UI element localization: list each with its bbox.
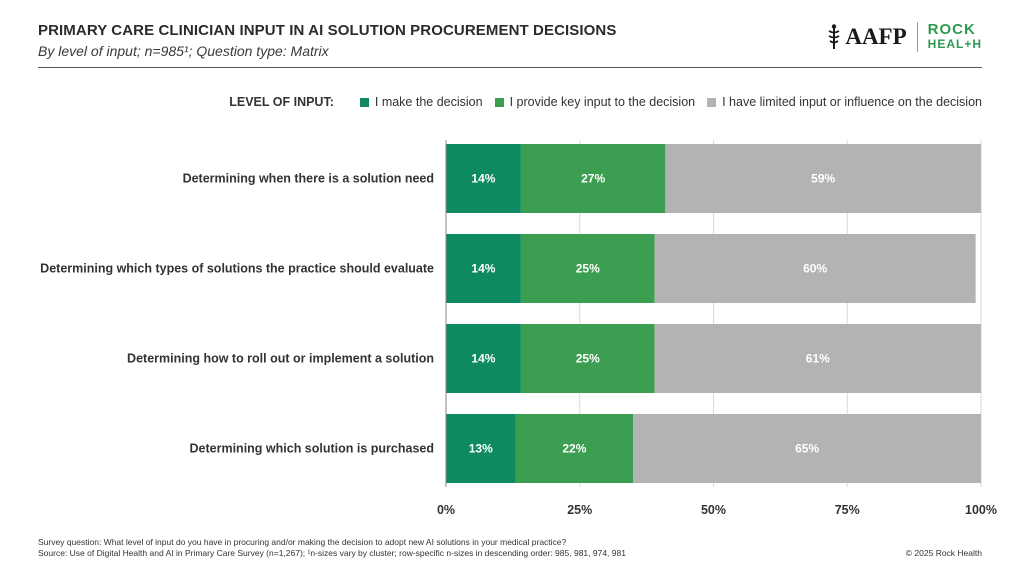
caduceus-icon bbox=[828, 24, 840, 49]
page-subtitle: By level of input; n=985¹; Question type… bbox=[38, 43, 329, 59]
rock-health-logo-line2: HEAL+H bbox=[927, 37, 982, 51]
label-layer: Determining when there is a solution nee… bbox=[40, 172, 835, 456]
x-tick-label-0: 0% bbox=[437, 503, 455, 517]
bar-make-decision-row-1 bbox=[446, 144, 521, 213]
x-tick-label-100: 100% bbox=[965, 503, 997, 517]
category-label-3: Determining how to roll out or implement… bbox=[127, 352, 434, 366]
bar-make-decision-row-3 bbox=[446, 324, 521, 393]
legend-label-limited-input: I have limited input or influence on the… bbox=[722, 95, 982, 109]
legend-item-key-input: I provide key input to the decision bbox=[494, 95, 696, 109]
legend-title: LEVEL OF INPUT: bbox=[229, 95, 334, 109]
logo-group: AAFP ROCK HEAL+H bbox=[827, 20, 982, 54]
data-label-limited-input-row-2: 60% bbox=[803, 262, 827, 276]
bar-limited-input-row-1 bbox=[665, 144, 981, 213]
data-label-key-input-row-4: 22% bbox=[562, 442, 586, 456]
footnote: Survey question: What level of input do … bbox=[38, 537, 626, 559]
data-label-limited-input-row-4: 65% bbox=[795, 442, 819, 456]
source-note: Source: Use of Digital Health and AI in … bbox=[38, 548, 626, 558]
header-divider bbox=[38, 67, 982, 68]
bar-limited-input-row-2 bbox=[654, 234, 976, 303]
legend-item-limited-input: I have limited input or influence on the… bbox=[707, 95, 982, 109]
rock-health-logo: ROCK HEAL+H bbox=[927, 21, 982, 51]
copyright: © 2025 Rock Health bbox=[905, 548, 982, 558]
x-tick-label-50: 50% bbox=[701, 503, 726, 517]
legend-label-key-input: I provide key input to the decision bbox=[509, 95, 696, 109]
bar-limited-input-row-3 bbox=[654, 324, 981, 393]
legend-label-make-decision: I make the decision bbox=[374, 95, 483, 109]
page-title: PRIMARY CARE CLINICIAN INPUT IN AI SOLUT… bbox=[38, 22, 617, 39]
chart-legend: LEVEL OF INPUT: I make the decision I pr… bbox=[229, 95, 982, 109]
category-label-2: Determining which types of solutions the… bbox=[40, 262, 434, 276]
bar-layer bbox=[446, 144, 981, 483]
rock-health-logo-line1: ROCK bbox=[927, 21, 976, 38]
data-label-make-decision-row-2: 14% bbox=[471, 262, 495, 276]
aafp-logo-text: AAFP bbox=[845, 24, 907, 49]
category-label-1: Determining when there is a solution nee… bbox=[183, 172, 434, 186]
category-label-4: Determining which solution is purchased bbox=[190, 442, 434, 456]
bar-key-input-row-4 bbox=[515, 414, 634, 483]
logo-divider bbox=[916, 22, 918, 52]
data-label-make-decision-row-4: 13% bbox=[469, 442, 493, 456]
data-label-limited-input-row-3: 61% bbox=[806, 352, 830, 366]
data-label-make-decision-row-3: 14% bbox=[471, 352, 495, 366]
bar-make-decision-row-2 bbox=[446, 234, 521, 303]
x-tick-label-25: 25% bbox=[567, 503, 592, 517]
data-label-key-input-row-3: 25% bbox=[576, 352, 600, 366]
bar-key-input-row-3 bbox=[520, 324, 655, 393]
survey-question-note: Survey question: What level of input do … bbox=[38, 537, 567, 547]
bar-make-decision-row-4 bbox=[446, 414, 516, 483]
x-tick-label-75: 75% bbox=[835, 503, 860, 517]
data-label-make-decision-row-1: 14% bbox=[471, 172, 495, 186]
aafp-logo: AAFP bbox=[827, 24, 907, 50]
legend-item-make-decision: I make the decision bbox=[359, 95, 483, 109]
data-label-limited-input-row-1: 59% bbox=[811, 172, 835, 186]
axis-layer: 0% 25% 50% 75% 100% bbox=[437, 140, 997, 517]
legend-swatch-limited-input bbox=[707, 97, 717, 107]
data-label-key-input-row-1: 27% bbox=[581, 172, 605, 186]
legend-swatch-make-decision bbox=[359, 97, 369, 107]
data-label-key-input-row-2: 25% bbox=[576, 262, 600, 276]
bar-limited-input-row-4 bbox=[633, 414, 981, 483]
bar-key-input-row-1 bbox=[520, 144, 666, 213]
bar-key-input-row-2 bbox=[520, 234, 655, 303]
legend-swatch-key-input bbox=[494, 97, 504, 107]
